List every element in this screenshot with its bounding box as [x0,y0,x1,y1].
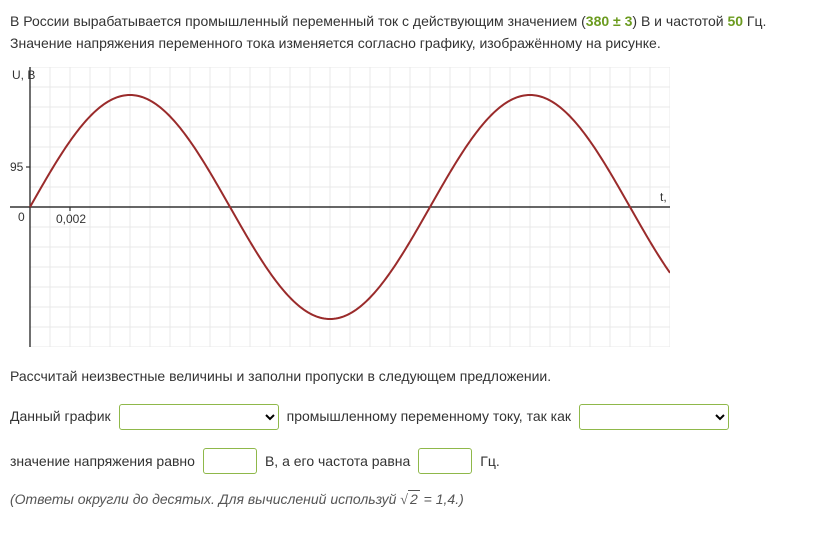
sqrt-radicand: 2 [408,490,420,507]
hint-eq: = 1,4 [420,491,455,507]
sentence-part: значение напряжения равно [10,446,195,477]
hint-text: (Ответы округли до десятых. Для вычислен… [10,491,803,509]
voltage-input[interactable] [203,448,257,474]
svg-text:0: 0 [18,210,25,224]
rms-value: 380 ± 3 [586,13,633,29]
frequency-input[interactable] [418,448,472,474]
hint-suffix: .) [455,491,464,507]
sentence-part: Данный график [10,401,111,432]
voltage-chart: U, В t, c 0 95 0,002 [10,67,803,347]
sentence-part: Гц. [480,446,500,477]
instruction-text: Рассчитай неизвестные величины и заполни… [10,365,803,387]
sentence-part: промышленному переменному току, так как [287,401,571,432]
match-select[interactable] [119,404,279,430]
value-type-select[interactable] [579,404,729,430]
hint-prefix: (Ответы округли до десятых. Для вычислен… [10,491,400,507]
text: ) В и частотой [632,13,727,29]
svg-text:0,002: 0,002 [56,212,86,226]
fill-sentence-line2: значение напряжения равно В, а его часто… [10,446,803,477]
freq-value: 50 [727,13,743,29]
svg-text:95: 95 [10,160,24,174]
sentence-part: В, а его частота равна [265,446,410,477]
svg-text:t, c: t, c [660,190,670,204]
text: В России вырабатывается промышленный пер… [10,13,586,29]
sqrt-symbol: √ [400,493,408,508]
fill-sentence-line1: Данный график промышленному переменному … [10,401,803,432]
svg-text:U, В: U, В [12,68,35,82]
problem-statement: В России вырабатывается промышленный пер… [10,10,803,55]
